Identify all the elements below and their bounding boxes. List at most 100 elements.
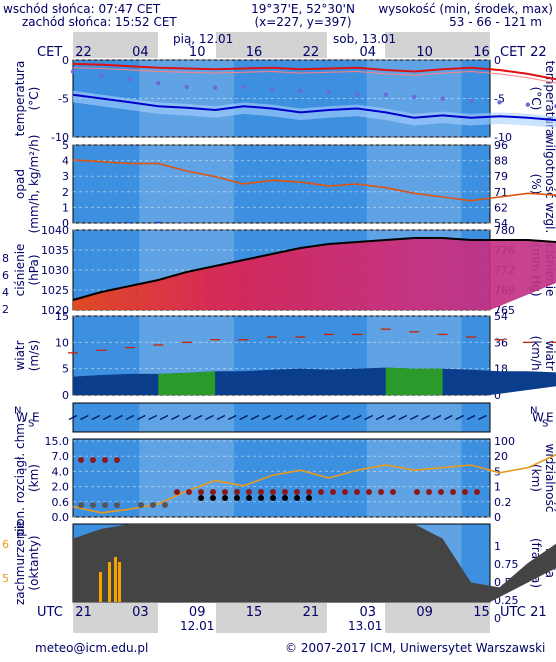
daytime-shade — [139, 145, 235, 223]
outer-tick-label: 6 — [2, 538, 9, 551]
wind-direction-arrow — [193, 414, 203, 421]
wind-direction-arrow — [273, 414, 282, 421]
top-day-label: pią, 12.01 — [173, 32, 233, 46]
cloud-layer-dot — [90, 502, 96, 508]
cloud-layer-dot — [330, 489, 336, 495]
top-hour-tick: 22 — [303, 45, 320, 60]
cloud-layer-dot — [438, 489, 444, 495]
bottom-day-label: 13.01 — [348, 619, 382, 633]
outer-tick-label: 2 — [2, 303, 9, 316]
precip-bar — [126, 222, 133, 223]
cloud-layer-dot — [294, 495, 300, 501]
top-axis-band — [73, 32, 490, 58]
cloud-layer-dot — [186, 489, 192, 495]
dewpoint-line — [72, 93, 556, 122]
left-axis-unit: (°C) — [27, 87, 41, 111]
left-tick-label: 1025 — [41, 284, 69, 297]
cloud-layer-dot — [270, 495, 276, 501]
panel-temperature: temperatura (°C) (°C) temperatura0-5-100-5-… — [13, 54, 556, 144]
left-tick-label: 4 — [62, 155, 69, 168]
grid-text: (x=227, y=397) — [254, 15, 351, 29]
top-hour-tick: 22 — [75, 45, 92, 60]
left-tick-label: -10 — [51, 131, 69, 144]
wind-direction-arrow — [171, 414, 180, 421]
right-tick-label: 780 — [494, 224, 515, 237]
right-tick-label: 100 — [494, 435, 515, 448]
dotted-series-point — [212, 85, 218, 90]
right-tick-label: 765 — [494, 304, 515, 317]
left-axis-unit: (m/s) — [27, 340, 41, 371]
pressure-area — [73, 238, 556, 310]
dotted-series-point — [525, 102, 531, 107]
top-hour-tick: 04 — [360, 45, 377, 60]
cloud-layer-dot — [390, 489, 396, 495]
outer-tick-label: 4 — [2, 286, 9, 299]
compass-n: N — [14, 406, 21, 417]
wind-direction-arrow — [318, 414, 328, 421]
outer-tick-label: 5 — [2, 572, 9, 585]
cloud-layer-dot — [246, 495, 252, 501]
right-tick-label: 0 — [494, 612, 501, 625]
dotted-series-point — [269, 87, 275, 92]
left-tick-label: 10 — [55, 336, 69, 349]
bottom-hour-tick: 09 — [416, 605, 433, 620]
wind-direction-arrow — [478, 414, 487, 421]
top-hour-tick: 16 — [473, 45, 490, 60]
wind-direction-arrow — [398, 414, 408, 421]
daytime-shade — [366, 145, 462, 223]
cloud-layer-dot — [450, 489, 456, 495]
footer-email: meteo@icm.edu.pl — [35, 641, 148, 655]
wind-direction-arrow — [114, 414, 123, 421]
dotted-series-point — [468, 98, 474, 104]
top-hour-tick: 22 — [530, 45, 547, 60]
cloud-layer-dot — [102, 457, 108, 463]
top-hour-tick: 04 — [132, 45, 149, 60]
right-tick-label: 36 — [494, 336, 508, 349]
wind-direction-arrow — [466, 414, 476, 421]
fog-bar — [108, 562, 111, 602]
top-hour-tick: 16 — [246, 45, 263, 60]
wind-direction-arrow — [353, 414, 362, 421]
left-tick-label: 1035 — [41, 244, 69, 257]
wind-direction-arrow — [444, 414, 453, 421]
outer-tick-label: 6 — [2, 269, 9, 282]
wind-direction-arrow — [205, 414, 214, 421]
compass-s: S — [28, 419, 34, 430]
wind-direction-arrow — [262, 414, 271, 421]
cloud-layer-dot — [198, 495, 204, 501]
right-axis-label: wilgotność wzgl. — [543, 135, 556, 234]
sunset-text: zachód słońca: 15:52 CET — [22, 15, 177, 29]
cloud-layer-dot — [318, 489, 324, 495]
right-tick-label: 0.75 — [494, 558, 519, 571]
left-tick-label: 5 — [62, 139, 69, 152]
wind-direction-arrow — [330, 414, 339, 421]
dotted-series-point — [411, 94, 417, 100]
wind-direction-arrow — [364, 414, 373, 421]
bottom-hour-tick: 21 — [303, 605, 320, 620]
left-axis-unit: (km) — [27, 464, 41, 492]
right-tick-label: 0 — [494, 54, 501, 67]
coords-text: 19°37'E, 52°30'N — [251, 2, 355, 16]
left-tick-label: 0 — [62, 389, 69, 402]
cloud-layer-dot — [294, 489, 300, 495]
cloud-layer-dot — [306, 489, 312, 495]
bottom-axis-day-band — [158, 603, 216, 633]
wind-direction-arrow — [136, 414, 146, 421]
dotted-series-point — [99, 73, 104, 78]
panel-precip: opad (mm/h, kg/m²/h) (%) wilgotność wzgl.54… — [13, 135, 556, 234]
sunrise-text: wschód słońca: 07:47 CET — [3, 2, 161, 16]
wind-direction-arrow — [80, 414, 89, 421]
cloud-layer-dot — [78, 502, 84, 508]
left-axis-label: temperatura — [13, 61, 27, 137]
left-tick-label: 0.6 — [52, 496, 70, 509]
right-tick-label: 79 — [494, 170, 508, 183]
dotted-series-point — [298, 88, 303, 94]
humidity-line — [72, 159, 556, 202]
wind-direction-arrow — [432, 414, 442, 421]
wind-speed-day-area — [385, 367, 443, 395]
left-tick-label: 7.0 — [52, 450, 70, 463]
cloud-layer-dot — [474, 489, 480, 495]
dotted-series-point — [127, 77, 133, 82]
left-tick-label: 2.0 — [52, 481, 70, 494]
plot-background — [73, 145, 490, 223]
